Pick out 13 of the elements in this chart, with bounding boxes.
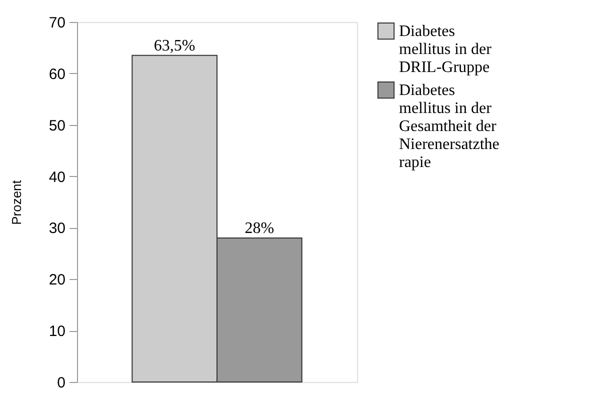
y-axis-title: Prozent bbox=[8, 180, 24, 225]
y-tick-label: 20 bbox=[48, 272, 66, 289]
y-tick-label: 40 bbox=[48, 168, 66, 186]
data-label: 28% bbox=[244, 220, 274, 237]
y-tick-label: 30 bbox=[48, 220, 66, 238]
y-tick-label: 10 bbox=[48, 323, 66, 340]
y-tick-label: 60 bbox=[48, 66, 66, 83]
y-tick-label: 0 bbox=[57, 374, 66, 392]
legend-label: Diabetes mellitus in der Gesamtheit der Nierenersatztherapie bbox=[399, 82, 500, 171]
legend-label: Diabetes mellitus in der DRIL-Gruppe bbox=[399, 23, 492, 76]
y-tick-label: 70 bbox=[48, 14, 66, 32]
y-tick-label: 50 bbox=[48, 117, 66, 134]
data-label: 63,5% bbox=[154, 37, 196, 54]
